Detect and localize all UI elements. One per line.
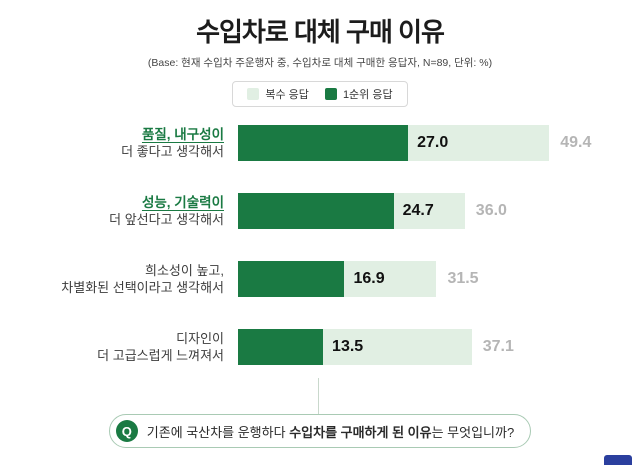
value-first-priority: 16.9 [353,270,385,287]
category-label-line1: 희소성이 높고, [145,263,224,278]
category-label-line1: 품질, 내구성이 [141,127,224,142]
bar-first-priority [238,193,394,229]
value-multiple-response: 49.4 [560,134,592,151]
logo-fragment [604,455,632,465]
connector-line [318,378,319,416]
question-text-bold: 수입차를 구매하게 된 이유 [289,424,432,440]
question-row: Q 기존에 국산차를 운행하다 수입차를 구매하게 된 이유는 무엇입니까? [0,414,640,448]
category-label-line2: 차별화된 선택이라고 생각해서 [61,280,224,295]
bar-track: 16.9 31.5 [238,261,640,297]
legend: 복수 응답 1순위 응답 [0,81,640,107]
category-label-line2: 더 고급스럽게 느껴져서 [97,348,224,363]
legend-label-first-priority: 1순위 응답 [342,89,393,101]
legend-label-multiple-response: 복수 응답 [265,89,309,101]
bar-track: 13.5 37.1 [238,329,640,365]
legend-item-first-priority: 1순위 응답 [324,86,393,102]
question-pill: Q 기존에 국산차를 운행하다 수입차를 구매하게 된 이유는 무엇입니까? [108,414,532,448]
category-label: 희소성이 높고, 차별화된 선택이라고 생각해서 [0,262,238,296]
bar-first-priority [238,125,409,161]
category-label-line1: 디자인이 [176,331,224,346]
value-multiple-response: 31.5 [447,270,479,287]
legend-swatch-dark-green [324,88,337,100]
value-first-priority: 24.7 [402,202,434,219]
bar-track: 24.7 36.0 [238,193,640,229]
bar-track: 27.0 49.4 [238,125,640,161]
chart-base-note: (Base: 현재 수입차 주운행자 중, 수입차로 대체 구매한 응답자, N… [147,57,493,69]
category-label-line1: 성능, 기술력이 [141,195,224,210]
legend-swatch-light-green [247,88,260,100]
category-label-line2: 더 앞선다고 생각해서 [109,212,224,227]
chart-row: 희소성이 높고, 차별화된 선택이라고 생각해서 16.9 31.5 [0,259,640,299]
question-text-plain: 는 무엇입니까? [431,424,515,440]
question-text: 기존에 국산차를 운행하다 수입차를 구매하게 된 이유는 무엇입니까? [147,422,514,441]
value-multiple-response: 36.0 [475,202,507,219]
bar-first-priority [238,329,324,365]
question-text-plain: 기존에 국산차를 운행하다 [146,424,290,440]
category-label-line2: 더 좋다고 생각해서 [121,144,224,159]
q-icon: Q [115,420,138,442]
legend-box: 복수 응답 1순위 응답 [232,81,408,107]
value-first-priority: 13.5 [332,338,364,355]
value-multiple-response: 37.1 [482,338,514,355]
bar-first-priority [238,261,345,297]
legend-item-multiple-response: 복수 응답 [247,86,309,102]
value-first-priority: 27.0 [417,134,449,151]
page-title: 수입차로 대체 구매 이유 [196,17,445,47]
